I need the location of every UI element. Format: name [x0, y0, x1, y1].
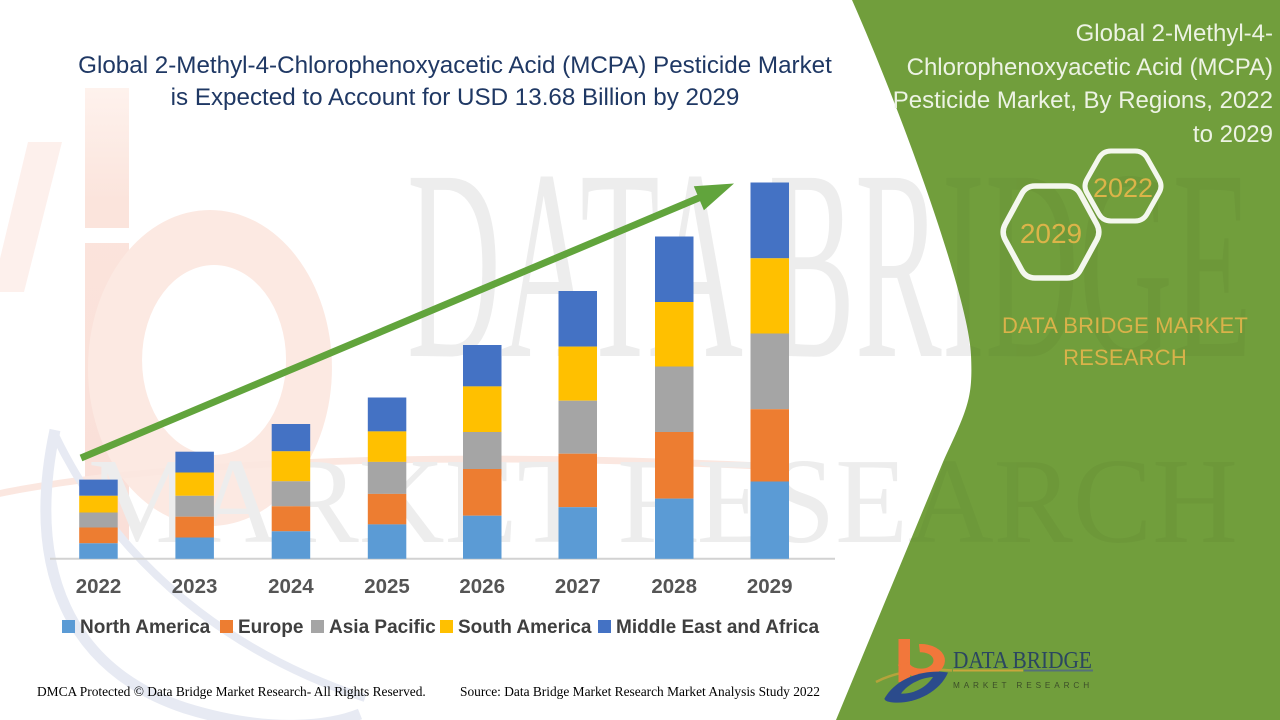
svg-text:MARKET RESEARCH: MARKET RESEARCH: [953, 680, 1093, 690]
